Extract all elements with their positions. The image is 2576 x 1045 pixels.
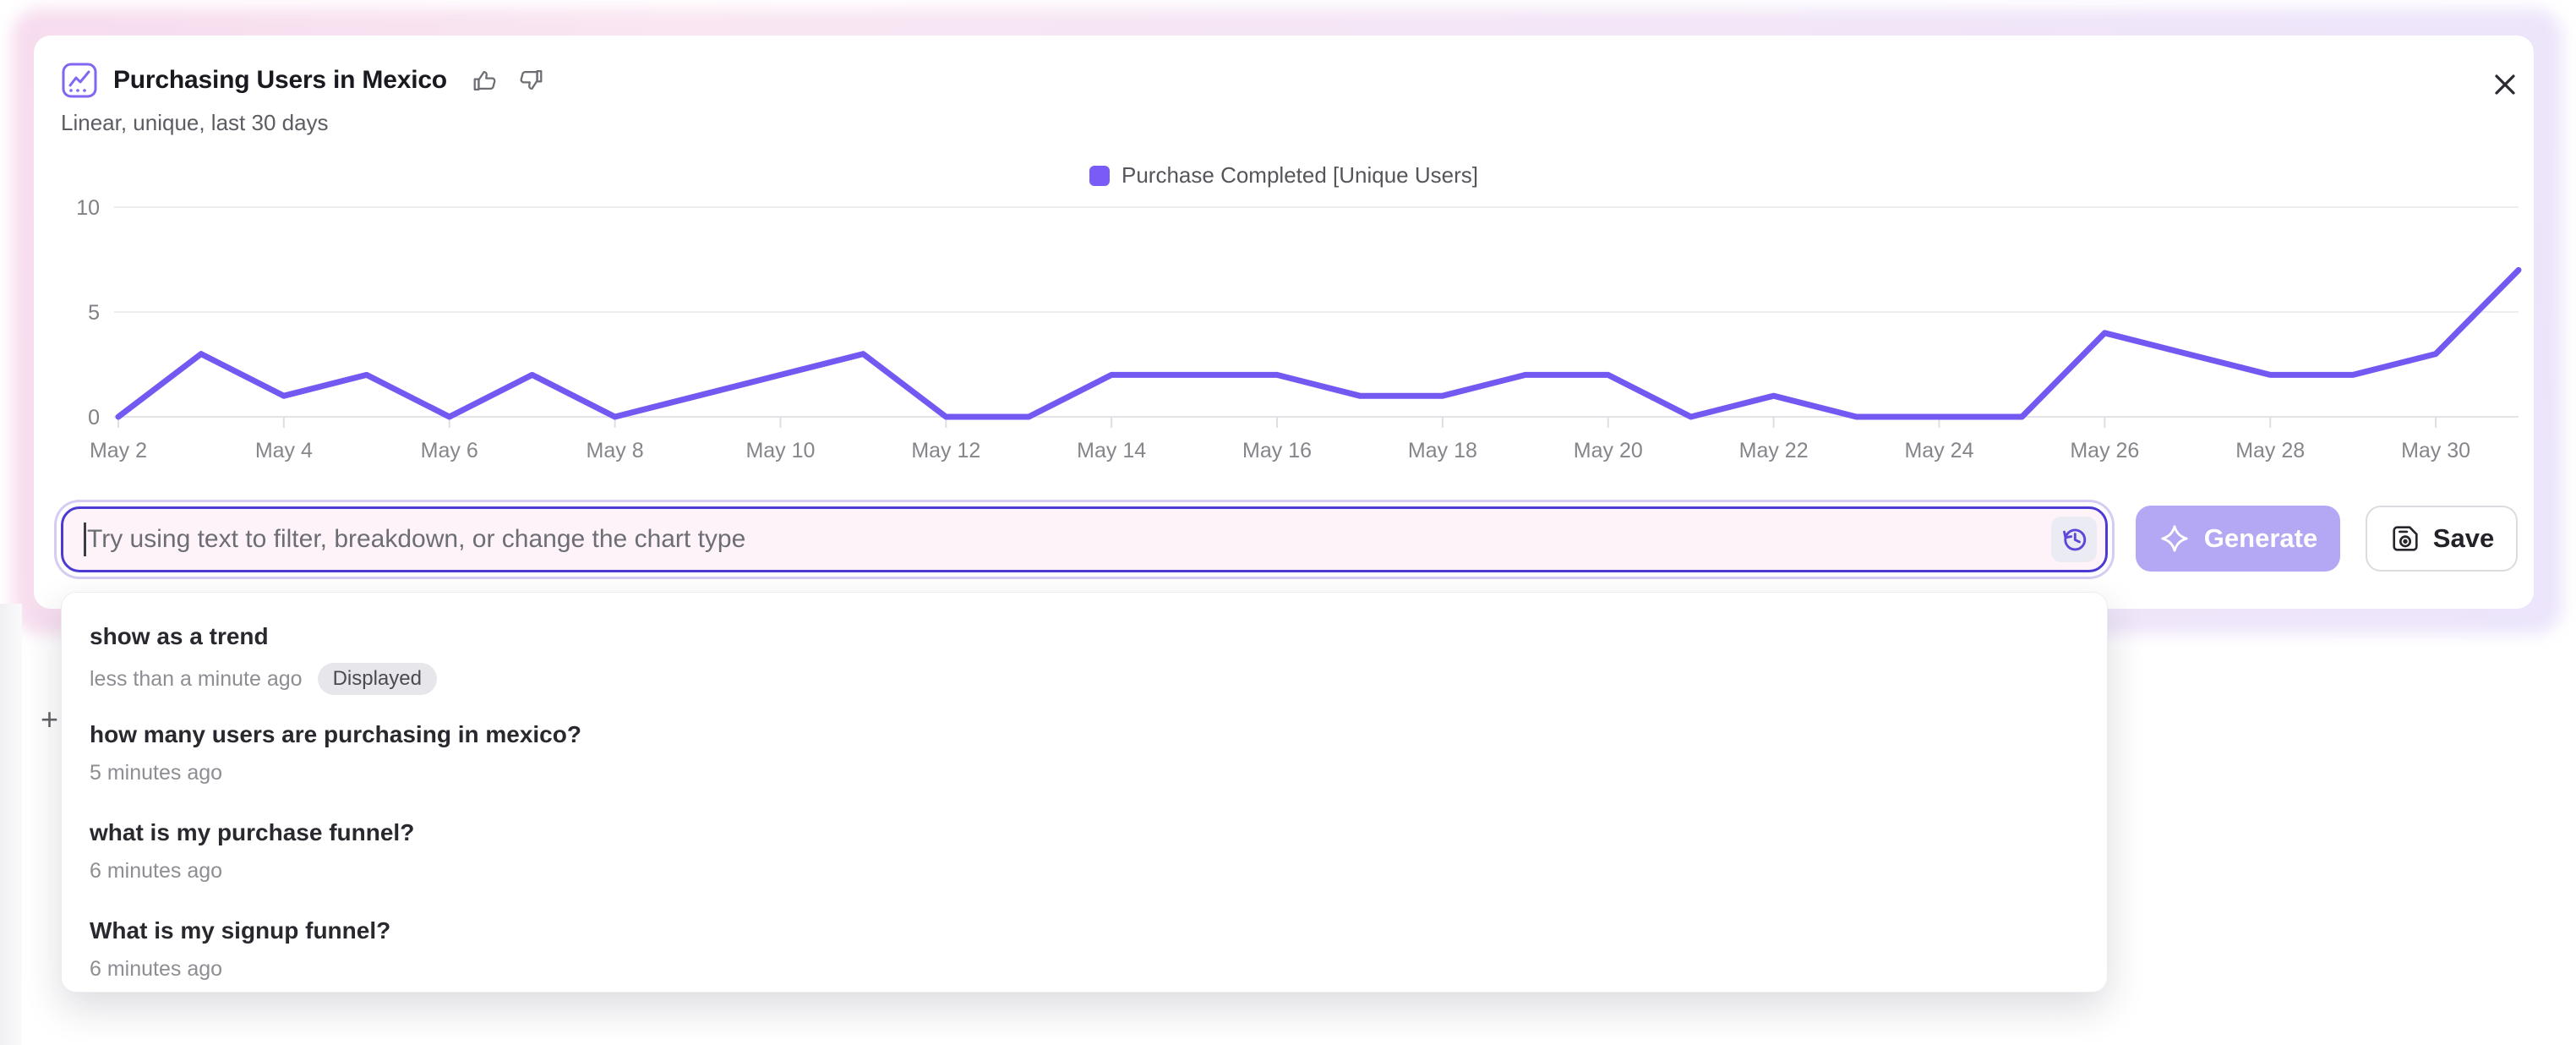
ai-prompt-input[interactable]: [63, 509, 2105, 570]
feedback-buttons: [471, 66, 545, 95]
save-icon: [2393, 526, 2418, 551]
page-title: Purchasing Users in Mexico: [113, 66, 447, 94]
mouse-cursor: +: [41, 702, 59, 736]
close-button[interactable]: [2486, 66, 2524, 103]
thumbs-down-icon: [520, 70, 543, 90]
history-item[interactable]: show as a trend less than a minute ago D…: [90, 623, 2107, 721]
sparkle-icon: [2161, 525, 2188, 552]
history-item-query: what is my purchase funnel?: [90, 819, 415, 845]
thumbs-up-icon: [473, 70, 496, 90]
history-item[interactable]: how many users are purchasing in mexico?…: [90, 721, 2107, 819]
history-item-meta: 6 minutes ago: [90, 859, 2107, 884]
thumbs-up-button[interactable]: [471, 66, 499, 95]
history-item-query: What is my signup funnel?: [90, 917, 391, 944]
line-chart-icon: [61, 62, 98, 99]
svg-text:May 14: May 14: [1077, 439, 1146, 462]
save-button[interactable]: Save: [2366, 506, 2518, 572]
generate-button-label: Generate: [2203, 523, 2318, 553]
svg-text:May 30: May 30: [2401, 439, 2470, 462]
history-item-time: less than a minute ago: [90, 666, 303, 691]
save-button-label: Save: [2432, 523, 2495, 553]
svg-text:May 6: May 6: [421, 439, 478, 462]
history-item-query: show as a trend: [90, 623, 269, 649]
legend-label: Purchase Completed [Unique Users]: [1122, 162, 1478, 188]
history-item-meta: less than a minute ago Displayed: [90, 663, 2107, 695]
svg-text:May 26: May 26: [2070, 439, 2139, 462]
svg-text:5: 5: [88, 301, 100, 325]
background-edge: [0, 604, 22, 1045]
history-button[interactable]: [2051, 517, 2097, 562]
svg-text:May 20: May 20: [1574, 439, 1643, 462]
history-item-query: how many users are purchasing in mexico?: [90, 721, 581, 747]
svg-text:May 22: May 22: [1739, 439, 1809, 462]
history-item[interactable]: What is my signup funnel? 6 minutes ago: [90, 917, 2107, 992]
prompt-history-dropdown: show as a trend less than a minute ago D…: [61, 592, 2108, 993]
svg-text:May 4: May 4: [255, 439, 313, 462]
close-icon: [2495, 74, 2515, 95]
generate-button[interactable]: Generate: [2136, 506, 2340, 572]
text-caret: [84, 522, 86, 556]
history-icon: [2063, 528, 2087, 551]
svg-text:May 24: May 24: [1904, 439, 1973, 462]
ai-prompt-field: [61, 506, 2108, 572]
svg-text:May 18: May 18: [1408, 439, 1477, 462]
svg-text:0: 0: [88, 406, 100, 429]
chart-settings-summary: Linear, unique, last 30 days: [61, 110, 329, 135]
svg-text:10: 10: [76, 196, 100, 220]
displayed-badge: Displayed: [317, 663, 437, 695]
history-item-time: 6 minutes ago: [90, 859, 223, 883]
line-chart: 0 5 10 May 2 May 4 May 6 May 8 May 10 May 12 May …: [76, 196, 2522, 462]
svg-text:May 8: May 8: [587, 439, 644, 462]
svg-text:May 2: May 2: [90, 439, 147, 462]
svg-text:May 12: May 12: [911, 439, 980, 462]
insight-card: Purchasing Users in Mexico Linear, uniqu…: [34, 36, 2534, 609]
history-item-meta: 5 minutes ago: [90, 761, 2107, 785]
svg-text:May 10: May 10: [745, 439, 815, 462]
legend-swatch: [1089, 165, 1110, 186]
history-item-meta: 6 minutes ago: [90, 957, 2107, 982]
card-header: Purchasing Users in Mexico: [61, 59, 545, 101]
chart-legend: Purchase Completed [Unique Users]: [34, 162, 2534, 189]
svg-text:May 16: May 16: [1242, 439, 1312, 462]
history-item[interactable]: what is my purchase funnel? 6 minutes ag…: [90, 819, 2107, 917]
history-item-time: 6 minutes ago: [90, 957, 223, 981]
svg-text:May 28: May 28: [2235, 439, 2305, 462]
history-item-time: 5 minutes ago: [90, 761, 223, 785]
thumbs-down-button[interactable]: [516, 66, 545, 95]
